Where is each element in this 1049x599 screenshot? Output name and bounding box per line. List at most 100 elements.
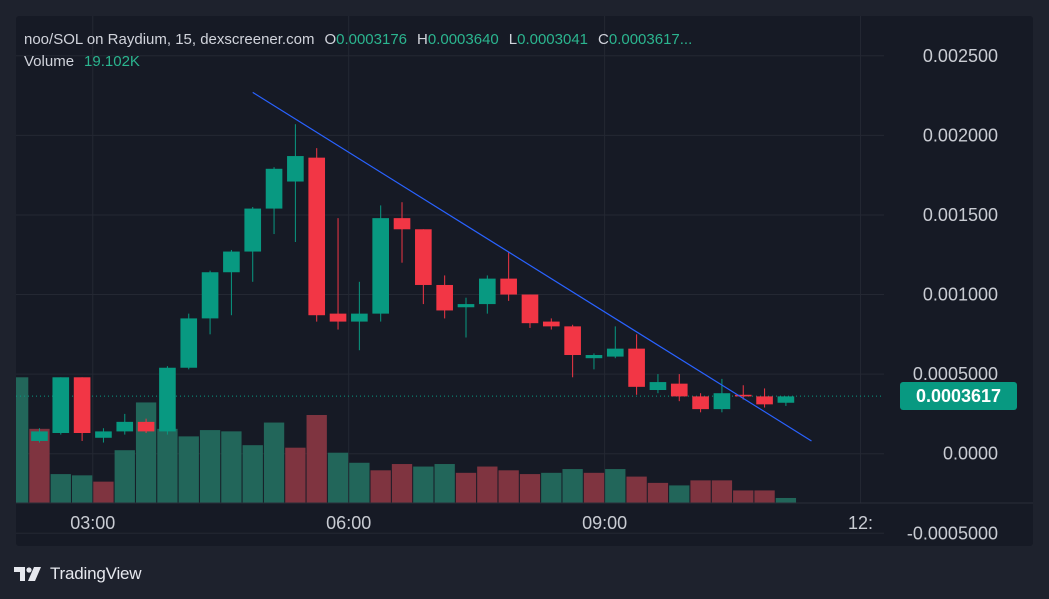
volume-bar: [199, 430, 221, 503]
volume-bar: [477, 466, 498, 503]
y-axis-tick-label: 0.002000: [923, 125, 998, 145]
candle-body: [606, 348, 624, 357]
y-axis-tick-label: -0.0005000: [907, 523, 998, 543]
volume-bar: [135, 402, 157, 503]
candle-body: [500, 278, 517, 295]
price-chart[interactable]: 0.002500 0.002000 0.001500 0.001000 0.000500…: [16, 16, 1033, 546]
x-axis-tick-label: 09:00: [582, 513, 627, 533]
candle: [756, 388, 773, 408]
candle-body: [564, 326, 581, 356]
chart-panel[interactable]: 0.002500 0.002000 0.001500 0.001000 0.000500…: [16, 16, 1033, 546]
x-axis-tick-label: 03:00: [70, 513, 115, 533]
candle-body: [628, 348, 645, 387]
candle: [244, 206, 262, 282]
candle-body: [372, 218, 390, 314]
candle-body: [649, 382, 667, 391]
candle-body: [415, 229, 432, 285]
volume-bar: [434, 464, 455, 503]
time-axis[interactable]: 03:00 06:00 09:00 12:: [70, 513, 873, 533]
y-axis-tick-label: 0.0000: [943, 444, 998, 464]
candle-body: [159, 367, 176, 432]
volume-bar: [221, 431, 242, 503]
candle-body: [308, 157, 326, 316]
candle-body: [265, 168, 283, 209]
candle: [201, 270, 219, 335]
candle: [542, 318, 560, 330]
trendline[interactable]: [252, 91, 812, 442]
volume-bar: [562, 469, 583, 503]
price-axis[interactable]: 0.002500 0.002000 0.001500 0.001000 0.000500…: [907, 46, 998, 543]
volume-bar: [583, 472, 605, 503]
volume-bar: [669, 485, 690, 503]
candle: [159, 366, 176, 435]
candle-body: [223, 251, 240, 273]
candle-body: [436, 284, 453, 311]
legend-title: noo/SOL on Raydium, 15, dexscreener.com: [24, 31, 315, 48]
candle-body: [457, 304, 475, 308]
candles: [31, 124, 795, 443]
volume-bar: [370, 470, 391, 503]
candle-body: [201, 272, 219, 319]
volume-bar: [541, 472, 562, 503]
candle: [734, 385, 752, 400]
volume-bar: [71, 475, 93, 503]
candle-body: [180, 318, 198, 368]
candle: [329, 218, 347, 330]
x-axis-tick-label: 06:00: [326, 513, 371, 533]
candle: [180, 313, 198, 370]
candle: [52, 377, 70, 435]
candle: [308, 148, 326, 322]
y-axis-tick-label: 0.0005000: [913, 364, 998, 384]
candle-body: [756, 396, 773, 405]
legend-volume-value: 19.102K: [84, 53, 140, 70]
candle: [606, 326, 624, 359]
volume-bar: [16, 377, 29, 503]
volume-bar: [285, 447, 306, 503]
volume-bar: [29, 428, 50, 503]
candle: [500, 251, 517, 301]
legend-low-label: L: [508, 31, 518, 48]
legend-low-value: 0.0003041: [517, 31, 589, 48]
candle-body: [713, 393, 731, 410]
legend-close-label: C: [598, 31, 609, 48]
volume-bars: [16, 377, 797, 503]
tradingview-logo-icon: [14, 567, 41, 581]
legend-high-value: 0.0003640: [427, 31, 499, 48]
candle-body: [95, 431, 112, 438]
candle: [223, 249, 240, 316]
candle: [479, 275, 496, 314]
candle: [95, 428, 112, 443]
candle: [713, 378, 731, 413]
volume-bar: [775, 497, 797, 503]
branding-footer[interactable]: TradingView: [14, 562, 142, 586]
candle: [777, 396, 795, 406]
candle: [649, 374, 667, 394]
volume-bar: [733, 490, 754, 503]
candle-body: [137, 421, 155, 432]
candle-body: [692, 396, 709, 410]
volume-bar: [711, 480, 733, 503]
candle: [692, 393, 709, 413]
candle-body: [479, 278, 496, 305]
volume-bar: [626, 476, 647, 503]
volume-bar: [498, 470, 519, 503]
y-axis-tick-label: 0.001500: [923, 205, 998, 225]
y-axis-tick-label: 0.002500: [923, 46, 998, 66]
candle-body: [542, 321, 560, 327]
volume-bar: [93, 481, 114, 503]
candle-body: [52, 377, 70, 433]
candle: [585, 353, 603, 370]
candle: [670, 374, 688, 402]
volume-bar: [114, 450, 135, 503]
volume-bar: [306, 415, 327, 503]
branding-name: TradingView: [50, 564, 142, 583]
candle: [628, 334, 645, 395]
candle-body: [73, 377, 91, 433]
candle-body: [31, 431, 48, 441]
legend-open-label: O: [324, 31, 337, 48]
candle: [393, 202, 411, 263]
candle: [287, 124, 304, 243]
candle-body: [521, 294, 539, 324]
volume-bar: [157, 428, 178, 503]
y-axis-tick-label: 0.001000: [923, 285, 998, 305]
